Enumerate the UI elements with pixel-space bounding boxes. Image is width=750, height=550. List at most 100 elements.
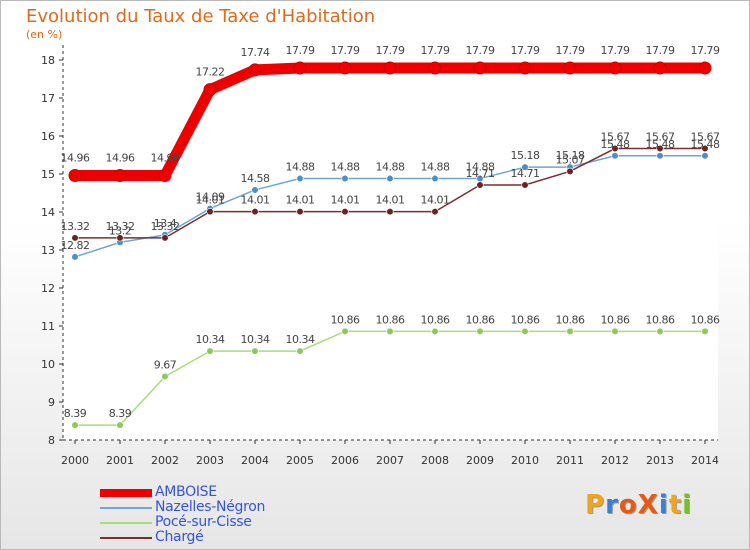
point-nazelles-negron xyxy=(341,174,349,183)
data-label-charge: 14.71 xyxy=(466,167,495,180)
legend-label-amboise: AMBOISE xyxy=(155,484,217,500)
data-label-nazelles-negron: 13.2 xyxy=(109,224,132,237)
point-nazelles-negron xyxy=(521,163,529,171)
point-poce-sur-cisse xyxy=(116,421,124,429)
data-label-charge: 14.01 xyxy=(376,194,405,207)
data-label-amboise: 17.79 xyxy=(646,44,675,57)
data-label-amboise: 17.79 xyxy=(286,44,315,57)
y-tick-label: 9 xyxy=(48,396,55,409)
data-label-charge: 15.07 xyxy=(556,153,585,166)
x-tick-label: 2007 xyxy=(376,454,404,467)
point-nazelles-negron xyxy=(251,186,259,194)
point-nazelles-negron xyxy=(656,152,664,160)
point-poce-sur-cisse xyxy=(476,327,484,335)
x-tick-label: 2000 xyxy=(61,454,89,467)
data-label-charge: 15.67 xyxy=(691,131,720,144)
data-label-amboise: 17.79 xyxy=(376,44,405,57)
point-amboise xyxy=(338,61,352,75)
x-tick-label: 2006 xyxy=(331,454,359,467)
legend-item-amboise: AMBOISE xyxy=(100,484,360,501)
data-label-amboise: 17.79 xyxy=(691,44,720,57)
proxiti-logo: ProXiti xyxy=(585,490,692,520)
data-label-nazelles-negron: 15.48 xyxy=(691,138,720,151)
point-charge xyxy=(701,144,709,153)
point-poce-sur-cisse xyxy=(701,327,709,335)
legend-swatch-charge xyxy=(100,537,152,539)
logo-letter: P xyxy=(585,490,606,520)
point-nazelles-negron xyxy=(701,152,709,160)
data-label-amboise: 17.22 xyxy=(196,66,225,79)
data-label-poce-sur-cisse: 10.86 xyxy=(601,313,630,326)
logo-letter: X xyxy=(637,490,659,520)
data-label-amboise: 17.79 xyxy=(466,44,495,57)
data-label-nazelles-negron: 14.09 xyxy=(196,191,225,204)
point-amboise xyxy=(698,61,712,75)
data-label-nazelles-negron: 13.4 xyxy=(154,217,177,230)
data-label-amboise: 14.96 xyxy=(61,152,90,165)
data-label-nazelles-negron: 15.48 xyxy=(646,138,675,151)
point-charge xyxy=(251,208,259,216)
data-label-charge: 14.71 xyxy=(511,167,540,180)
y-tick-label: 11 xyxy=(41,320,55,333)
chart-subtitle: (en %) xyxy=(26,28,63,41)
legend-swatch-amboise xyxy=(100,489,152,497)
legend-item-nazelles-negron: Nazelles-Négron xyxy=(100,499,360,516)
x-tick-label: 2012 xyxy=(601,454,629,467)
point-charge xyxy=(656,144,664,153)
data-label-amboise: 14.96 xyxy=(106,152,135,165)
point-charge xyxy=(161,234,169,242)
data-label-charge: 14.01 xyxy=(331,194,360,207)
legend-item-charge: Chargé xyxy=(100,529,360,546)
data-label-nazelles-negron: 15.18 xyxy=(556,149,585,162)
legend-swatch-poce-sur-cisse xyxy=(100,522,152,524)
data-label-charge: 14.01 xyxy=(241,194,270,207)
data-label-nazelles-negron: 14.88 xyxy=(466,161,495,174)
data-label-charge: 14.01 xyxy=(286,194,315,207)
x-tick-label: 2001 xyxy=(106,454,134,467)
data-label-nazelles-negron: 14.88 xyxy=(286,161,315,174)
point-amboise xyxy=(428,61,442,75)
data-label-nazelles-negron: 15.18 xyxy=(511,149,540,162)
point-poce-sur-cisse xyxy=(431,327,439,335)
point-amboise xyxy=(563,61,577,75)
point-poce-sur-cisse xyxy=(251,347,259,355)
point-nazelles-negron xyxy=(611,152,619,160)
point-poce-sur-cisse xyxy=(386,327,394,335)
point-poce-sur-cisse xyxy=(71,421,79,429)
point-poce-sur-cisse xyxy=(296,347,304,355)
data-label-poce-sur-cisse: 10.86 xyxy=(691,313,720,326)
legend-swatch-nazelles-negron xyxy=(100,507,152,509)
x-tick-label: 2008 xyxy=(421,454,449,467)
point-amboise xyxy=(113,169,127,183)
data-label-amboise: 17.79 xyxy=(331,44,360,57)
data-label-charge: 15.67 xyxy=(601,131,630,144)
data-label-amboise: 14.96 xyxy=(151,152,180,165)
point-charge xyxy=(71,234,79,242)
point-amboise xyxy=(383,61,397,75)
point-amboise xyxy=(158,169,172,183)
x-tick-label: 2011 xyxy=(556,454,584,467)
x-tick-label: 2003 xyxy=(196,454,224,467)
data-label-poce-sur-cisse: 10.86 xyxy=(331,313,360,326)
chart-title: Evolution du Taux de Taxe d'Habitation xyxy=(26,6,376,27)
data-label-poce-sur-cisse: 10.86 xyxy=(421,313,450,326)
data-label-amboise: 17.74 xyxy=(241,46,270,59)
y-tick-label: 18 xyxy=(41,54,55,67)
logo-letter: t xyxy=(668,490,683,520)
data-label-poce-sur-cisse: 10.86 xyxy=(376,313,405,326)
data-label-poce-sur-cisse: 10.34 xyxy=(286,333,315,346)
logo-letter: i xyxy=(658,490,669,520)
data-label-amboise: 17.79 xyxy=(421,44,450,57)
data-label-charge: 14.01 xyxy=(421,194,450,207)
point-charge xyxy=(206,208,214,216)
x-tick-label: 2014 xyxy=(691,454,719,467)
legend-label-charge: Chargé xyxy=(155,529,204,545)
data-label-amboise: 17.79 xyxy=(511,44,540,57)
data-label-amboise: 17.79 xyxy=(556,44,585,57)
point-amboise xyxy=(293,61,307,75)
data-label-charge: 13.32 xyxy=(151,220,180,233)
data-label-poce-sur-cisse: 10.86 xyxy=(466,313,495,326)
x-tick-label: 2010 xyxy=(511,454,539,467)
data-label-nazelles-negron: 14.88 xyxy=(421,161,450,174)
